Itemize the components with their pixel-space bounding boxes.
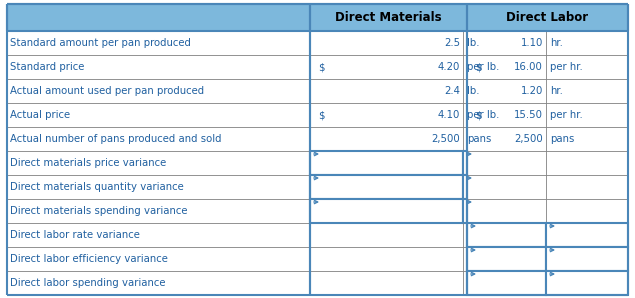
Text: Direct materials quantity variance: Direct materials quantity variance: [10, 182, 184, 192]
Bar: [463, 151, 467, 175]
Text: per lb.: per lb.: [467, 62, 499, 72]
Text: 2,500: 2,500: [514, 134, 543, 144]
Text: Direct labor efficiency variance: Direct labor efficiency variance: [10, 254, 168, 264]
Bar: [467, 223, 546, 247]
Text: per lb.: per lb.: [467, 110, 499, 120]
Text: 2.5: 2.5: [444, 38, 460, 48]
Text: 15.50: 15.50: [514, 110, 543, 120]
Bar: [7, 247, 628, 271]
Text: $: $: [318, 110, 324, 120]
Text: 4.20: 4.20: [438, 62, 460, 72]
Text: Direct materials price variance: Direct materials price variance: [10, 158, 166, 168]
Bar: [546, 271, 628, 295]
Bar: [7, 199, 628, 223]
Bar: [7, 103, 628, 127]
Bar: [463, 175, 467, 199]
Bar: [310, 199, 463, 223]
Bar: [546, 223, 628, 247]
Text: pans: pans: [550, 134, 575, 144]
Bar: [7, 271, 628, 295]
Text: pans: pans: [467, 134, 491, 144]
Text: 2,500: 2,500: [431, 134, 460, 144]
Bar: [310, 151, 463, 175]
Text: $: $: [475, 110, 481, 120]
Text: hr.: hr.: [550, 38, 563, 48]
Text: Direct materials spending variance: Direct materials spending variance: [10, 206, 187, 216]
Text: lb.: lb.: [467, 38, 479, 48]
Text: Standard price: Standard price: [10, 62, 84, 72]
Bar: [546, 247, 628, 271]
Text: 16.00: 16.00: [514, 62, 543, 72]
Bar: [7, 31, 628, 55]
Text: Direct Labor: Direct Labor: [507, 11, 589, 24]
Bar: [7, 151, 628, 175]
Text: Actual price: Actual price: [10, 110, 70, 120]
Bar: [467, 271, 546, 295]
Bar: [7, 4, 628, 31]
Text: Direct Materials: Direct Materials: [335, 11, 442, 24]
Text: 4.10: 4.10: [438, 110, 460, 120]
Text: per hr.: per hr.: [550, 110, 583, 120]
Bar: [310, 175, 463, 199]
Text: lb.: lb.: [467, 86, 479, 96]
Text: 1.10: 1.10: [521, 38, 543, 48]
Text: 1.20: 1.20: [521, 86, 543, 96]
Text: 2.4: 2.4: [444, 86, 460, 96]
Bar: [467, 247, 546, 271]
Bar: [7, 127, 628, 151]
Bar: [7, 79, 628, 103]
Text: Standard amount per pan produced: Standard amount per pan produced: [10, 38, 191, 48]
Bar: [463, 199, 467, 223]
Bar: [7, 175, 628, 199]
Text: Actual amount used per pan produced: Actual amount used per pan produced: [10, 86, 204, 96]
Bar: [7, 223, 628, 247]
Bar: [7, 55, 628, 79]
Text: Direct labor spending variance: Direct labor spending variance: [10, 278, 166, 288]
Text: Actual number of pans produced and sold: Actual number of pans produced and sold: [10, 134, 222, 144]
Text: Direct labor rate variance: Direct labor rate variance: [10, 230, 140, 240]
Text: $: $: [318, 62, 324, 72]
Text: hr.: hr.: [550, 86, 563, 96]
Text: $: $: [475, 62, 481, 72]
Text: per hr.: per hr.: [550, 62, 583, 72]
